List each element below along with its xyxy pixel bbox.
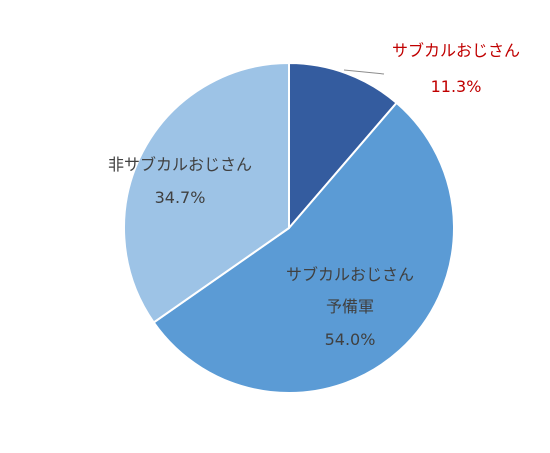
slice-label-subculture: サブカルおじさん — [392, 41, 520, 60]
leader-line-subculture — [343, 69, 385, 75]
slice-non-subculture — [123, 61, 290, 324]
slice-label-non-subculture: 非サブカルおじさん — [108, 155, 252, 174]
slice-label-reserve-line2: 予備軍 — [326, 297, 374, 316]
slice-value-subculture: 11.3% — [431, 77, 482, 96]
slice-reserve — [152, 101, 455, 394]
slice-value-reserve: 54.0% — [325, 330, 376, 349]
slice-subculture — [288, 61, 398, 231]
slice-label-reserve-line1: サブカルおじさん — [286, 265, 414, 284]
slice-value-non-subculture: 34.7% — [155, 188, 206, 207]
pie-slices — [123, 61, 455, 394]
